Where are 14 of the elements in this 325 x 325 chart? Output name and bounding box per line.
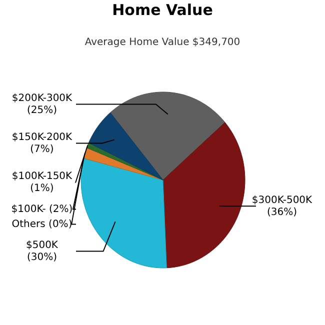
slice-label: $100K-150K	[12, 170, 73, 182]
slice-label: $150K-200K	[12, 132, 73, 143]
slice-label: $500K	[26, 240, 58, 251]
category-label: Others (0%)	[12, 218, 72, 230]
chart-title: Home Value	[112, 1, 213, 19]
slice-label: $300K-500K	[252, 194, 313, 206]
data-label: (30%)	[26, 252, 58, 263]
data-label: (7%)	[30, 144, 54, 155]
chart-subtitle: Average Home Value $349,700	[84, 37, 240, 48]
data-label: (1%)	[30, 182, 54, 194]
data-label: (25%)	[26, 104, 58, 116]
slice-label: $200K-300K	[12, 92, 73, 104]
data-label: (36%)	[266, 206, 298, 218]
slice-label: $100K- (2%)	[11, 204, 73, 215]
